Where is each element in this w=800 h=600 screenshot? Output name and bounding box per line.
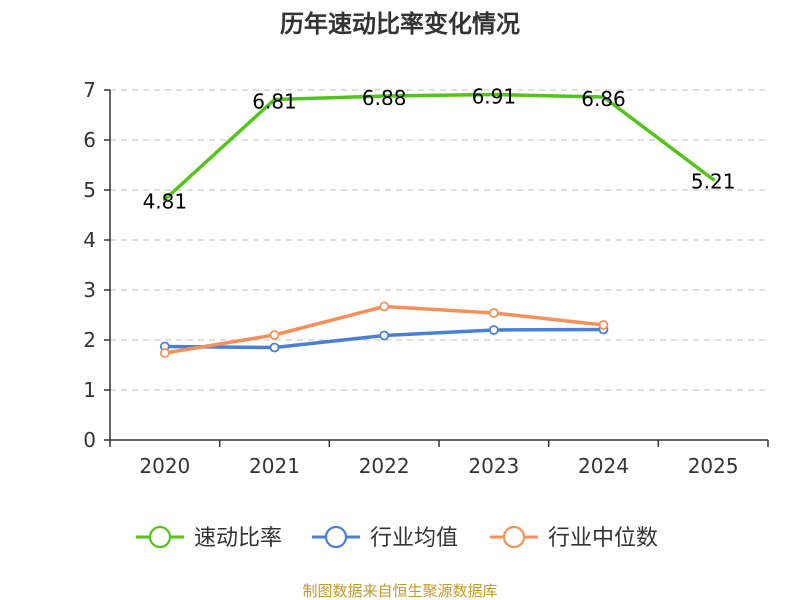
y-tick-label: 7 bbox=[83, 78, 96, 102]
legend-label: 行业中位数 bbox=[548, 526, 658, 551]
data-label: 6.86 bbox=[581, 87, 626, 111]
legend-item[interactable]: 行业均值 bbox=[312, 525, 458, 551]
data-labels: 4.81 6.81 6.88 6.91 6.86 5.21 bbox=[143, 85, 736, 214]
y-tick-label: 3 bbox=[83, 278, 96, 302]
y-tick-label: 1 bbox=[83, 378, 96, 402]
data-point[interactable] bbox=[379, 301, 390, 312]
data-label: 6.88 bbox=[362, 86, 407, 110]
legend[interactable]: 速动比率 行业均值 行业中位数 bbox=[136, 525, 658, 551]
series-line-0 bbox=[163, 92, 715, 202]
x-tick-label: 2021 bbox=[249, 454, 300, 478]
y-tick-label: 6 bbox=[83, 128, 96, 152]
x-tick-label: 2025 bbox=[688, 454, 739, 478]
axes: 0 1 2 3 4 5 6 7 2020 2021 2022 2023 2024 2025 bbox=[83, 78, 769, 478]
data-point[interactable] bbox=[488, 308, 499, 318]
series-lines bbox=[159, 92, 715, 358]
x-tick-label: 2022 bbox=[359, 454, 410, 478]
data-point[interactable] bbox=[269, 330, 280, 340]
x-tick-label: 2020 bbox=[139, 454, 190, 478]
legend-label: 速动比率 bbox=[194, 526, 282, 551]
data-label: 6.81 bbox=[252, 90, 297, 114]
y-tick-label: 5 bbox=[83, 178, 96, 202]
legend-marker-icon bbox=[148, 525, 172, 549]
legend-item[interactable]: 行业中位数 bbox=[490, 525, 658, 551]
legend-item[interactable]: 速动比率 bbox=[136, 525, 282, 551]
x-tick-label: 2023 bbox=[468, 454, 519, 478]
data-label: 4.81 bbox=[143, 190, 188, 214]
chart-title: 历年速动比率变化情况 bbox=[280, 10, 520, 38]
legend-marker-icon bbox=[324, 525, 348, 549]
data-label: 6.91 bbox=[472, 85, 517, 109]
legend-label: 行业均值 bbox=[370, 526, 458, 551]
y-tick-label: 0 bbox=[83, 428, 96, 452]
legend-marker-icon bbox=[502, 525, 526, 549]
data-point[interactable] bbox=[488, 325, 499, 335]
x-tick-label: 2024 bbox=[578, 454, 629, 478]
y-tick-label: 4 bbox=[83, 228, 96, 252]
data-point[interactable] bbox=[379, 330, 390, 341]
data-point[interactable] bbox=[159, 348, 170, 358]
data-point[interactable] bbox=[269, 342, 280, 353]
source-note: 制图数据来自恒生聚源数据库 bbox=[302, 582, 497, 600]
y-tick-label: 2 bbox=[83, 328, 96, 352]
data-label: 5.21 bbox=[691, 170, 736, 194]
data-point[interactable] bbox=[598, 320, 609, 330]
